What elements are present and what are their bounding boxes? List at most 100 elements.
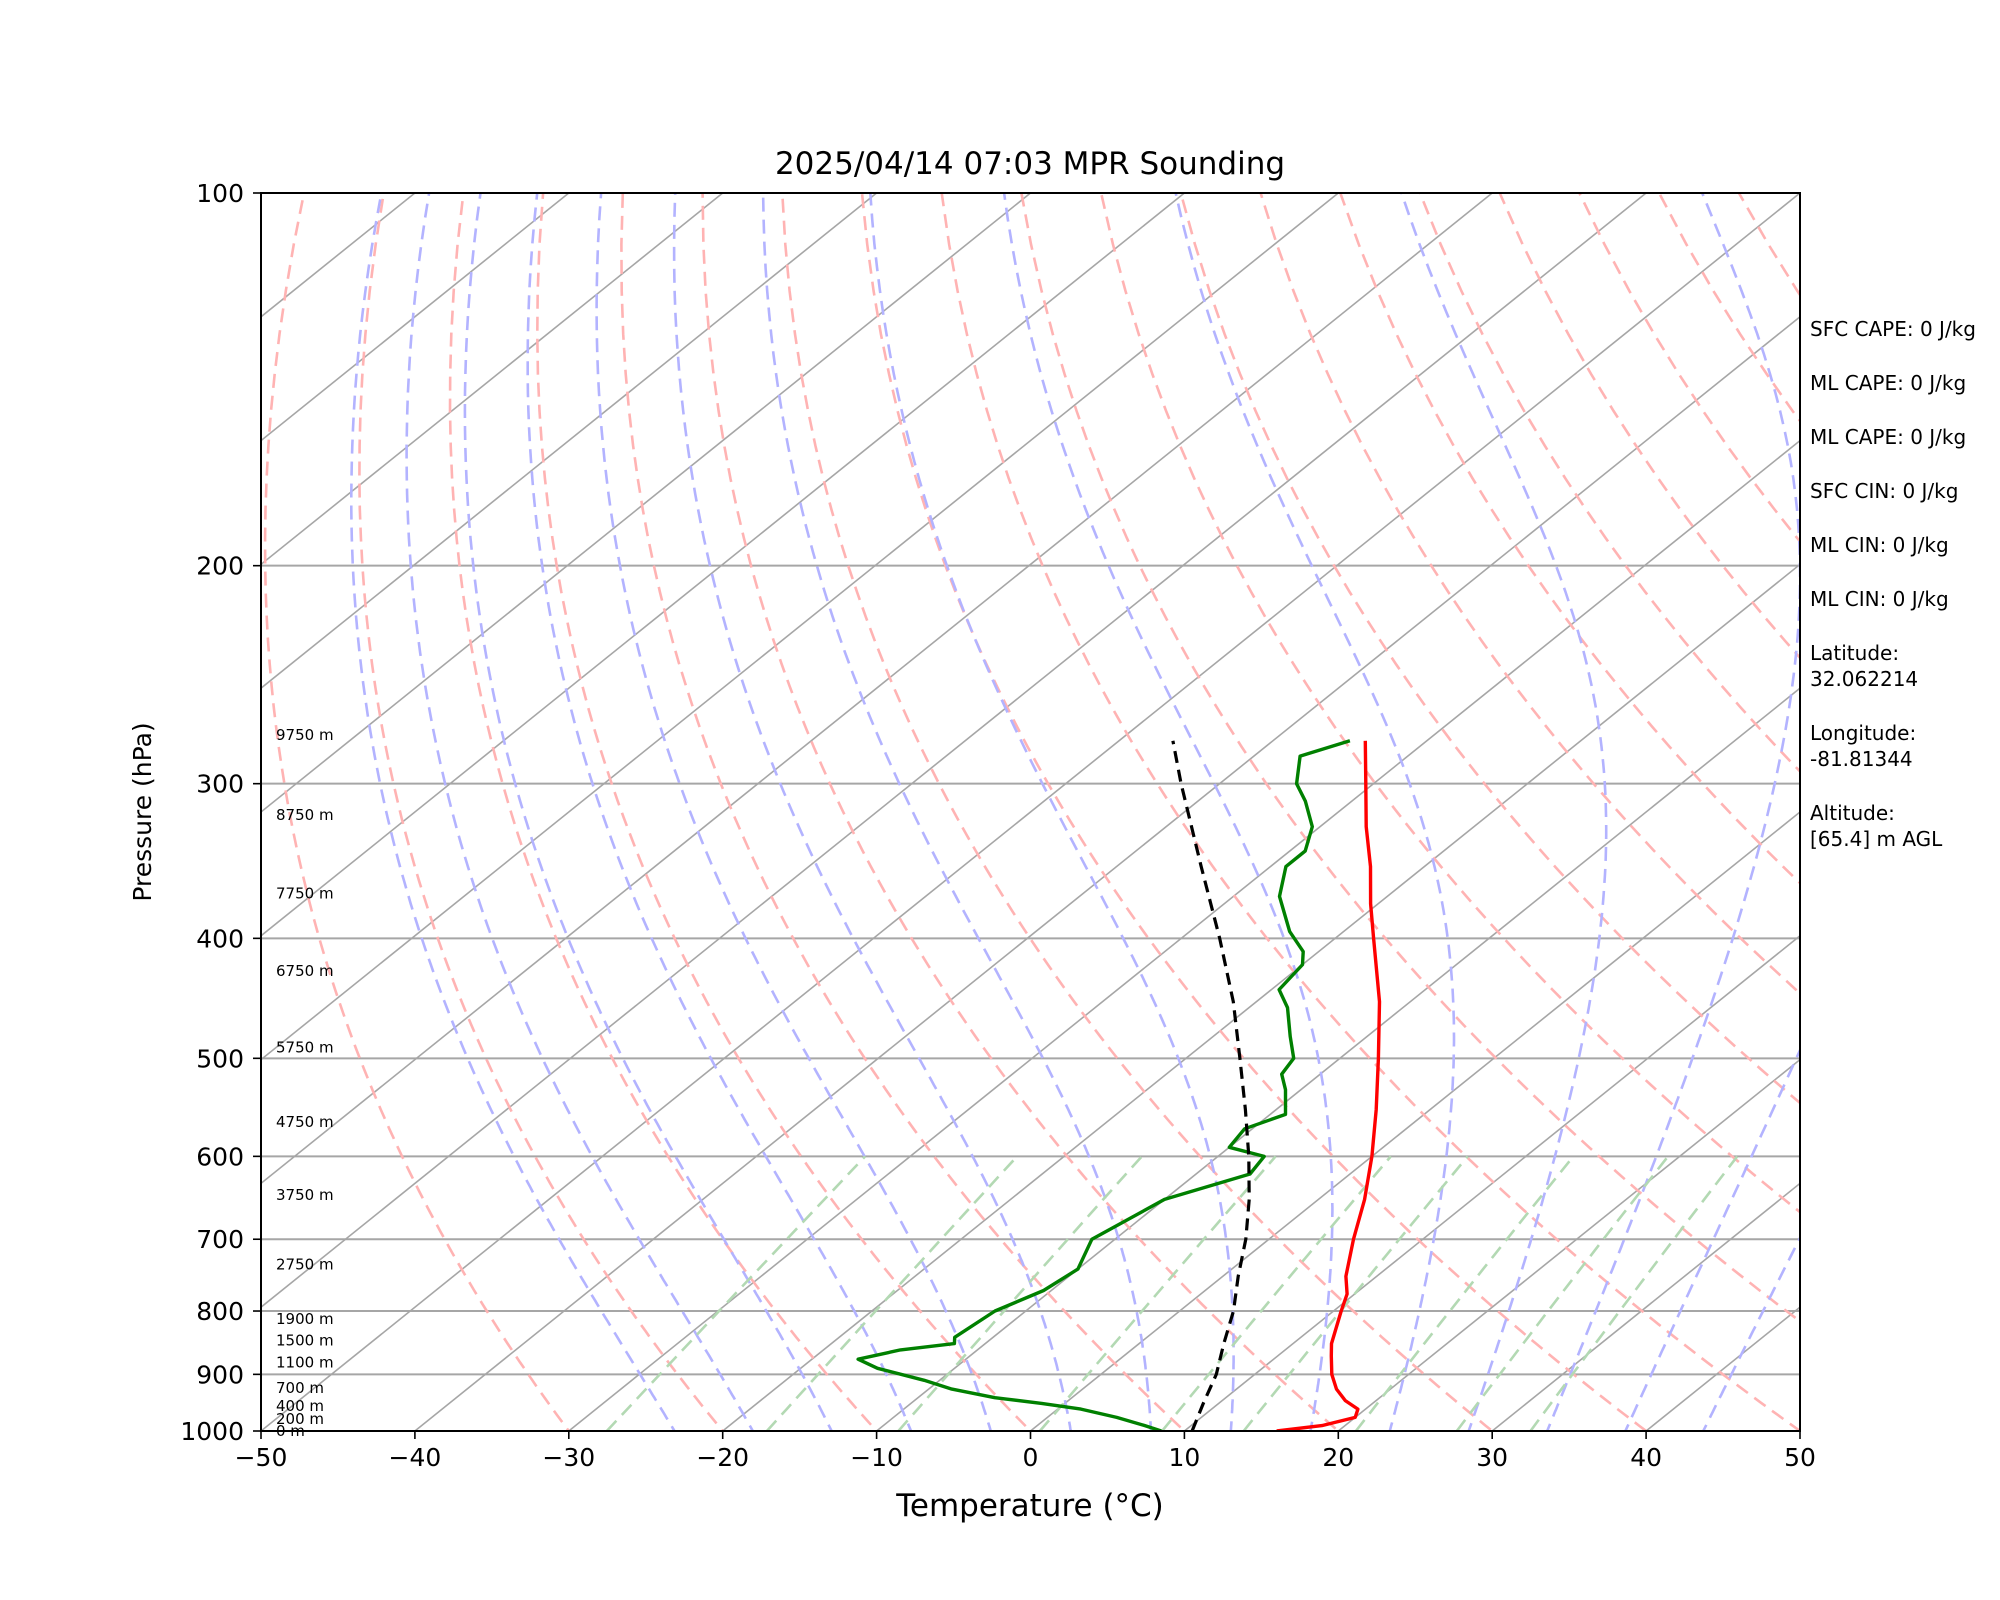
isotherm-line — [1490, 1182, 1800, 1431]
moist-adiabat-line — [1002, 193, 1334, 1431]
sfc-cape-text: SFC CAPE: 0 J/kg — [1810, 317, 1976, 341]
sfc-cin-text: SFC CIN: 0 J/kg — [1810, 479, 1959, 503]
y-tick-label: 400 — [196, 924, 244, 953]
mixing-ratio-line — [1354, 1155, 1575, 1431]
height-label: 1100 m — [276, 1353, 334, 1371]
isotherm-line — [0, 165, 141, 1457]
altitude-text: Altitude: [65.4] m AGL — [1810, 801, 1943, 851]
height-label: 1900 m — [276, 1310, 334, 1328]
dry-adiabat-line — [620, 193, 1187, 1431]
y-tick-label: 1000 — [180, 1417, 244, 1446]
height-label: 3750 m — [276, 1186, 334, 1204]
x-tick-label: −40 — [389, 1443, 442, 1472]
moist-adiabat-line — [350, 193, 677, 1431]
ml-cin-text-2: ML CIN: 0 J/kg — [1810, 587, 1949, 611]
dry-adiabat-line — [1099, 193, 1800, 1214]
moist-adiabat-line — [761, 193, 1153, 1431]
dry-adiabat-line — [535, 193, 1033, 1431]
moist-adiabat-line — [672, 193, 1073, 1431]
isotherm-line — [413, 315, 1800, 1431]
height-label: 200 m — [276, 1410, 324, 1428]
background-lines — [0, 165, 2000, 1457]
isotherm-line — [1337, 1058, 1800, 1431]
y-tick-label: 200 — [196, 552, 244, 581]
y-tick-label: 100 — [196, 179, 244, 208]
height-label: 9750 m — [276, 726, 334, 744]
isotherm-line — [1029, 810, 1800, 1431]
chart-title: 2025/04/14 07:03 MPR Sounding — [775, 146, 1285, 182]
latitude-text: Latitude: 32.062214 — [1810, 641, 1919, 691]
isotherm-line — [261, 193, 571, 442]
moist-adiabat-line — [526, 193, 913, 1431]
x-tick-label: −10 — [850, 1443, 903, 1472]
mixing-ratio-line — [1242, 1155, 1469, 1431]
height-label: 4750 m — [276, 1113, 334, 1131]
height-label: 7750 m — [276, 885, 334, 903]
dry-adiabat-line — [1978, 193, 2000, 1457]
moist-adiabat-line — [1400, 193, 1608, 1431]
longitude-text: Longitude: -81.81344 — [1810, 721, 1917, 771]
dry-adiabat-line — [1020, 193, 1800, 1323]
y-axis-label: Pressure (hPa) — [128, 722, 157, 901]
x-tick-label: −30 — [542, 1443, 595, 1472]
dry-adiabat-line — [448, 193, 879, 1431]
moist-adiabat-line — [1545, 193, 1800, 1431]
moist-adiabat-line — [1174, 193, 1456, 1431]
height-label: 6750 m — [276, 962, 334, 980]
dry-adiabat-line — [860, 193, 1649, 1431]
y-tick-label: 800 — [196, 1297, 244, 1326]
moist-adiabat-line — [1623, 1046, 1800, 1431]
x-tick-label: 40 — [1630, 1443, 1662, 1472]
isotherm-line — [261, 193, 878, 690]
moist-adiabat-line — [405, 193, 755, 1431]
temperature-line — [1276, 740, 1382, 1431]
ml-cape-text-2: ML CAPE: 0 J/kg — [1810, 425, 1967, 449]
x-axis-label: Temperature (°C) — [895, 1488, 1164, 1524]
height-label: 700 m — [276, 1379, 324, 1397]
moist-adiabat-line — [869, 193, 1235, 1431]
dry-adiabat-line — [701, 193, 1341, 1431]
y-tick-label: 500 — [196, 1044, 244, 1073]
x-tick-label: −20 — [696, 1443, 749, 1472]
isotherm-line — [261, 193, 1648, 1309]
mixing-ratio-line — [765, 1155, 1019, 1431]
moist-adiabat-line — [595, 193, 993, 1431]
x-tick-label: 50 — [1784, 1443, 1816, 1472]
dry-adiabat-line — [781, 193, 1495, 1431]
isotherm-line — [875, 687, 1800, 1431]
isotherm-line — [261, 193, 1186, 937]
dry-adiabat-line — [263, 193, 571, 1431]
dry-adiabat-line — [358, 193, 725, 1431]
dewpoint-line — [856, 739, 1351, 1431]
height-label: 400 m — [276, 1397, 324, 1415]
x-tick-label: −50 — [235, 1443, 288, 1472]
ticks-layer: −50 −40 −30 −20 −10 0 10 20 30 40 50 100 200 300 400 50… — [180, 179, 1816, 1472]
isotherm-line — [567, 439, 1800, 1431]
x-tick-label: 20 — [1322, 1443, 1354, 1472]
height-label: 2750 m — [276, 1256, 334, 1274]
dry-adiabat-line — [1179, 193, 1800, 1105]
isotherm-line — [721, 563, 1800, 1431]
parcel-path-line — [1171, 740, 1251, 1431]
dry-adiabat-line — [1418, 193, 1800, 774]
x-tick-label: 10 — [1168, 1443, 1200, 1472]
mixing-ratio-line — [1529, 1155, 1739, 1431]
isotherm-line — [261, 193, 1032, 814]
mixing-ratio-line — [1038, 1155, 1277, 1431]
height-label: 1500 m — [276, 1331, 334, 1349]
mixing-ratio-line — [605, 1155, 867, 1431]
height-label: 8750 m — [276, 806, 334, 824]
moist-adiabat-line — [463, 193, 834, 1431]
height-label: 0 m — [276, 1422, 305, 1440]
y-tick-label: 700 — [196, 1225, 244, 1254]
isotherm-line — [261, 193, 1800, 1431]
y-tick-label: 900 — [196, 1360, 244, 1389]
y-tick-label: 600 — [196, 1142, 244, 1171]
height-label: 5750 m — [276, 1038, 334, 1056]
ml-cape-text: ML CAPE: 0 J/kg — [1810, 371, 1967, 395]
mixing-ratio-line — [897, 1155, 1143, 1431]
mixing-ratio-line — [1161, 1155, 1392, 1431]
